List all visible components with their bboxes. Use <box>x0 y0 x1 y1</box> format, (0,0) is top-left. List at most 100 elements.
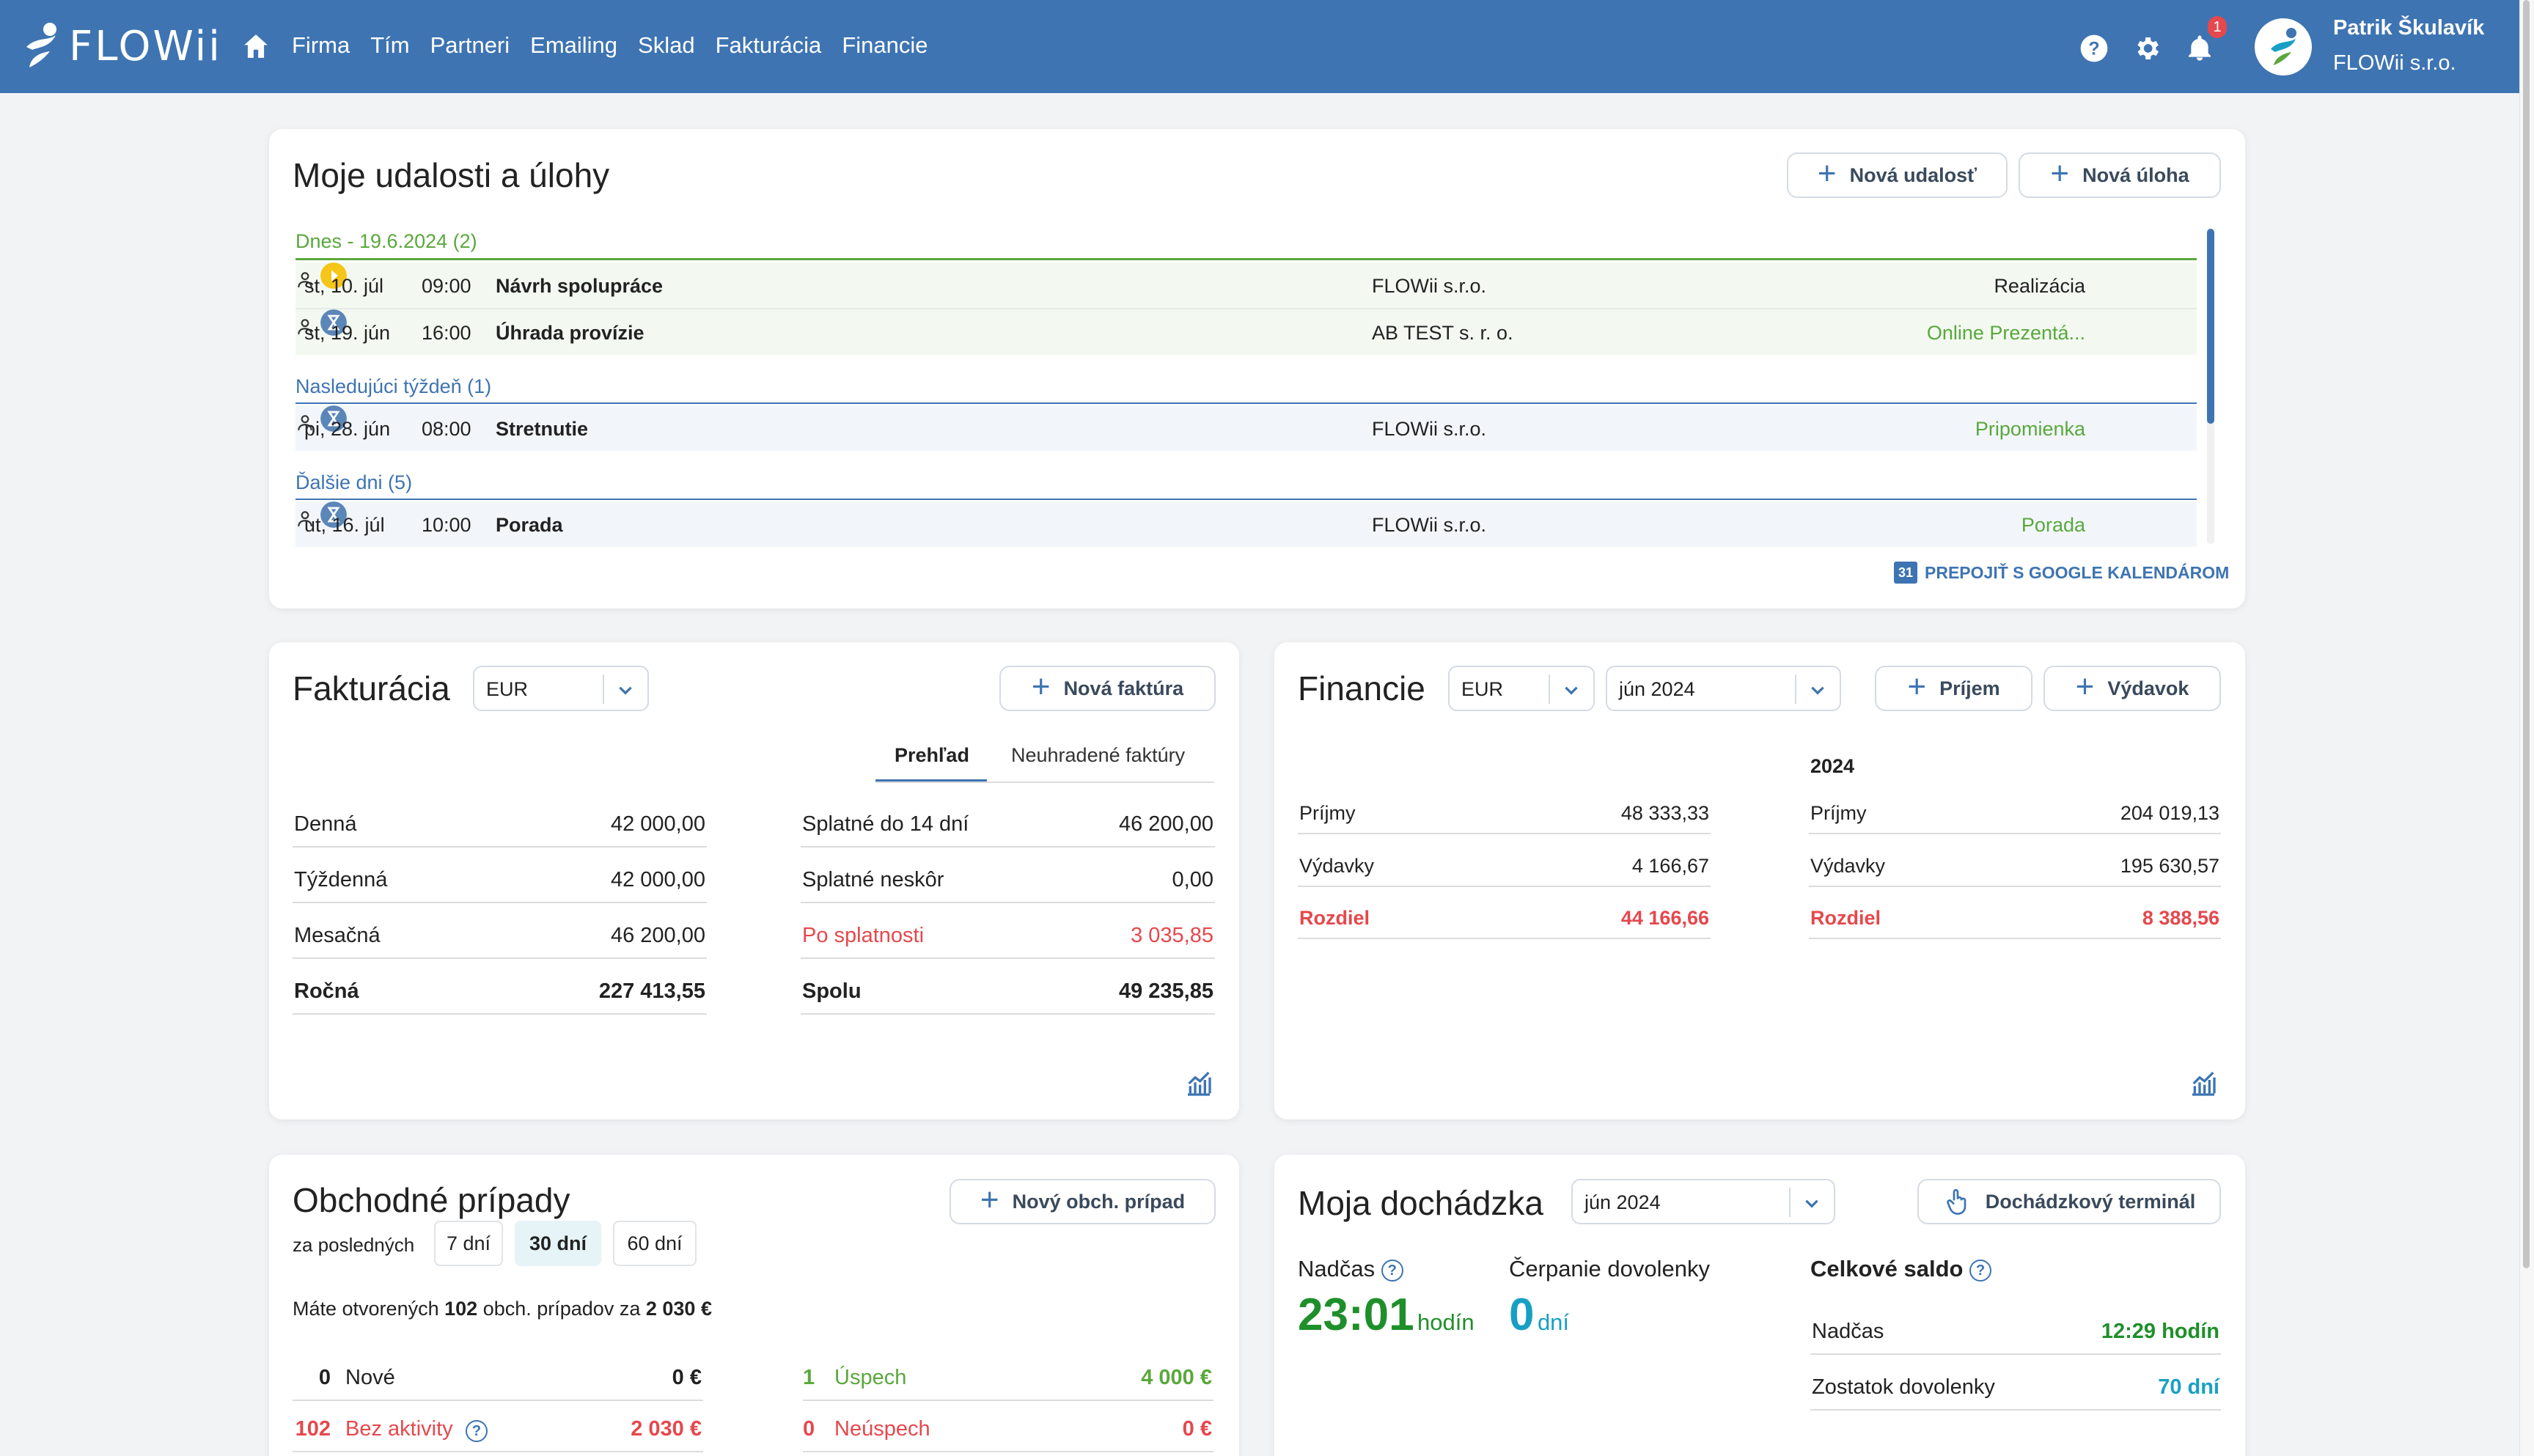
row-value: 4 166,67 <box>1631 855 1709 877</box>
event-status: Porada <box>2021 514 2085 536</box>
summary-prefix: Máte otvorených <box>293 1298 439 1320</box>
row-value: 195 630,57 <box>2120 855 2219 877</box>
attendance-period-select[interactable]: jún 2024 <box>1571 1179 1835 1224</box>
event-row[interactable]: ut, 16. júl 10:00 Porada FLOWii s.r.o. P… <box>295 501 2197 547</box>
invoice-due-row: Spolu 49 235,85 <box>801 974 1215 1015</box>
case-row-failure[interactable]: 0 Neúspech 0 € <box>803 1411 1213 1452</box>
plus-icon: + <box>2075 669 2095 705</box>
add-income-button[interactable]: + Príjem <box>1875 666 2032 711</box>
plus-icon: + <box>1907 669 1927 705</box>
new-invoice-button[interactable]: + Nová faktúra <box>999 666 1216 711</box>
user-avatar[interactable] <box>2255 18 2312 76</box>
invoicing-currency-select[interactable]: EUR <box>473 666 649 711</box>
user-name[interactable]: Patrik Škulavík <box>2333 16 2485 40</box>
finance-month-row: Výdavky 4 166,67 <box>1298 849 1711 887</box>
chart-icon[interactable] <box>2189 1069 2218 1098</box>
page-scrollbar-thumb[interactable] <box>2523 0 2530 1268</box>
nav-item-partneri[interactable]: Partneri <box>430 32 510 58</box>
finance-period-select[interactable]: jún 2024 <box>1606 666 1841 711</box>
event-date: pi, 28. jún <box>304 418 391 440</box>
event-status: Pripomienka <box>1975 418 2085 440</box>
event-row[interactable]: st, 10. júl 09:00 Návrh spolupráce FLOWi… <box>295 262 2197 308</box>
event-row[interactable]: st, 19. jún 16:00 Úhrada provízie AB TES… <box>295 309 2197 355</box>
tab-unpaid-invoices[interactable]: Neuhradené faktúry <box>1011 744 1186 766</box>
chart-icon[interactable] <box>1184 1069 1213 1098</box>
vacation-unit: dní <box>1537 1309 1570 1335</box>
overtime-label: Nadčas <box>1298 1256 1376 1282</box>
finance-month-row: Rozdiel 44 166,66 <box>1298 901 1711 939</box>
invoice-due-row: Splatné neskôr 0,00 <box>801 862 1215 903</box>
currency-value: EUR <box>1461 678 1504 700</box>
period-30-days[interactable]: 30 dní <box>515 1221 601 1266</box>
events-group-next-week[interactable]: Nasledujúci týždeň (1) <box>295 375 492 397</box>
new-case-button[interactable]: + Nový obch. prípad <box>950 1179 1216 1224</box>
person-icon <box>298 319 312 334</box>
plus-icon: + <box>980 1182 999 1218</box>
help-icon[interactable]: ? <box>2079 34 2109 63</box>
case-row-success[interactable]: 1 Úspech 4 000 € <box>803 1360 1213 1401</box>
flowii-logo[interactable]: FLOWii <box>22 22 222 70</box>
case-row-inactive[interactable]: 102 Bez aktivity ? 2 030 € <box>293 1411 703 1452</box>
events-group-divider <box>295 258 2197 260</box>
hourglass-icon[interactable] <box>320 405 347 432</box>
case-row-new[interactable]: 0 Nové 0 € <box>293 1360 703 1401</box>
avatar-logo-icon <box>2271 28 2296 65</box>
row-label: Zostatok dovolenky <box>1812 1375 1995 1399</box>
chevron-down-icon <box>619 686 632 695</box>
google-calendar-icon: 31 <box>1894 562 1917 584</box>
event-company[interactable]: FLOWii s.r.o. <box>1372 514 1487 536</box>
event-date: ut, 16. júl <box>304 514 385 536</box>
help-icon[interactable]: ? <box>466 1420 488 1442</box>
settings-gear-icon[interactable] <box>2132 34 2162 63</box>
finance-year-row: Výdavky 195 630,57 <box>1809 849 2221 887</box>
row-label: Splatné do 14 dní <box>802 812 969 836</box>
events-group-other-days[interactable]: Ďalšie dni (5) <box>295 471 413 493</box>
new-task-label: Nová úloha <box>2082 163 2189 186</box>
nav-item-firma[interactable]: Firma <box>292 32 350 58</box>
logo-text: FLOWii <box>69 22 222 70</box>
period-7-days[interactable]: 7 dní <box>434 1221 503 1266</box>
new-case-label: Nový obch. prípad <box>1012 1190 1186 1213</box>
attendance-terminal-button[interactable]: Dochádzkový terminál <box>1917 1179 2221 1224</box>
nav-item-emailing[interactable]: Emailing <box>530 32 618 58</box>
nav-item-financie[interactable]: Financie <box>842 32 928 58</box>
help-icon[interactable]: ? <box>1969 1259 1992 1282</box>
period-60-days[interactable]: 60 dní <box>613 1221 697 1266</box>
flowii-logo-icon <box>26 23 56 67</box>
row-value: 227 413,55 <box>598 979 705 1003</box>
user-company[interactable]: FLOWii s.r.o. <box>2333 51 2456 75</box>
google-calendar-link[interactable]: 31 PREPOJIŤ S GOOGLE KALENDÁROM <box>1894 562 2229 584</box>
row-value: 8 388,56 <box>2142 907 2219 929</box>
play-icon[interactable] <box>320 262 347 289</box>
finance-currency-select[interactable]: EUR <box>1448 666 1595 711</box>
top-bar: FLOWii Firma Tím Partneri Emailing Sklad… <box>0 0 2519 93</box>
case-count: 0 <box>803 1417 815 1441</box>
hourglass-icon[interactable] <box>320 501 347 528</box>
tab-overview[interactable]: Prehľad <box>895 744 969 766</box>
home-icon[interactable] <box>242 32 270 60</box>
event-row[interactable]: pi, 28. jún 08:00 Stretnutie FLOWii s.r.… <box>295 405 2197 451</box>
events-group-today[interactable]: Dnes - 19.6.2024 (2) <box>295 230 477 252</box>
new-event-button[interactable]: + Nová udalosť <box>1787 152 2008 198</box>
event-company[interactable]: FLOWii s.r.o. <box>1372 275 1487 297</box>
add-expense-button[interactable]: + Výdavok <box>2043 666 2221 711</box>
finance-title: Financie <box>1298 669 1425 707</box>
tab-active-indicator <box>875 779 987 782</box>
invoice-overdue-row[interactable]: Po splatnosti 3 035,85 <box>801 918 1215 959</box>
events-group-divider <box>295 402 2197 404</box>
event-company[interactable]: FLOWii s.r.o. <box>1372 418 1487 440</box>
help-icon[interactable]: ? <box>1381 1259 1403 1282</box>
notifications-bell-icon[interactable] <box>2185 34 2214 63</box>
hourglass-icon[interactable] <box>320 309 347 336</box>
event-company[interactable]: AB TEST s. r. o. <box>1372 322 1513 344</box>
events-scrollbar-thumb[interactable] <box>2207 229 2214 424</box>
nav-item-tim[interactable]: Tím <box>370 32 410 58</box>
event-name: Úhrada provízie <box>496 322 644 344</box>
select-divider <box>1789 1188 1791 1217</box>
new-task-button[interactable]: + Nová úloha <box>2019 152 2221 198</box>
tabs-divider <box>875 782 1214 783</box>
nav-item-sklad[interactable]: Sklad <box>638 32 695 58</box>
row-label: Ročná <box>294 979 359 1003</box>
nav-item-fakturacia[interactable]: Fakturácia <box>715 32 822 58</box>
row-label: Mesačná <box>294 924 381 947</box>
